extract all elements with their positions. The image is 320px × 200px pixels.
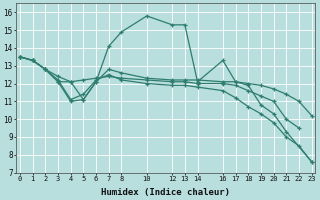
X-axis label: Humidex (Indice chaleur): Humidex (Indice chaleur) [101,188,230,197]
